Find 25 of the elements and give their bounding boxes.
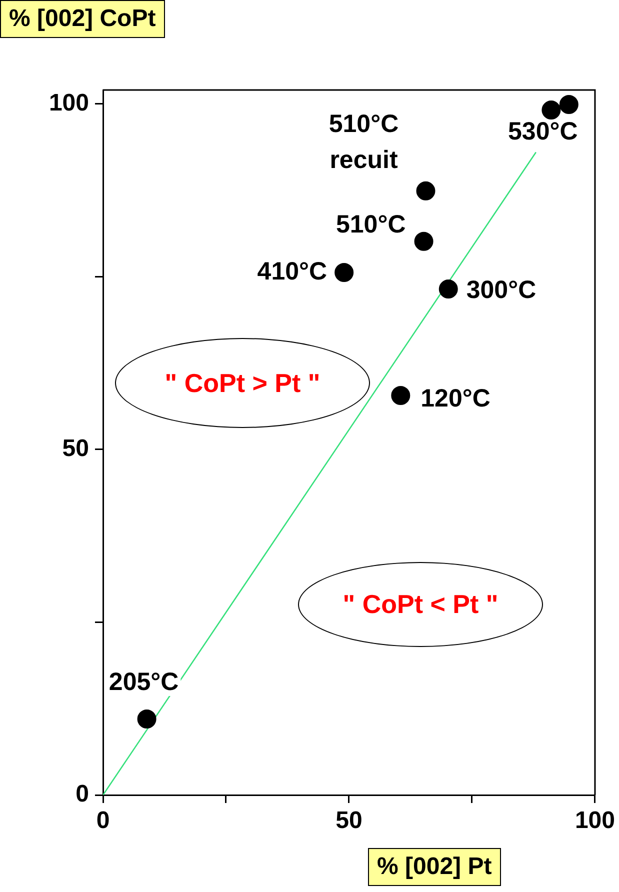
annotation: " CoPt > Pt " — [115, 338, 370, 428]
annotation: 410°C — [257, 257, 328, 286]
y-tick-label: 50 — [62, 435, 89, 462]
annotation: 300°C — [466, 276, 536, 304]
x-tick-label: 0 — [96, 807, 110, 834]
annotation: 510°C — [336, 210, 406, 238]
annotation: 530°C — [508, 117, 578, 146]
annotation: " CoPt < Pt " — [298, 562, 543, 647]
point — [334, 262, 354, 282]
x-tick-label: 100 — [574, 807, 615, 834]
point — [414, 232, 434, 251]
x-axis-title: % [002] Pt — [368, 848, 501, 886]
y-axis-title: % [002] CoPt — [0, 0, 165, 38]
x-tick-label: 50 — [336, 807, 362, 834]
point — [559, 95, 578, 114]
annotation: 205°C — [108, 668, 179, 696]
point — [137, 709, 156, 728]
y-tick-label: 100 — [48, 89, 89, 116]
point — [438, 280, 458, 299]
annotation: 510°C recuit — [328, 110, 399, 174]
point — [391, 386, 410, 405]
annotation: 120°C — [420, 384, 490, 412]
point — [416, 181, 436, 200]
y-tick-label: 0 — [76, 780, 89, 808]
point — [542, 100, 561, 120]
